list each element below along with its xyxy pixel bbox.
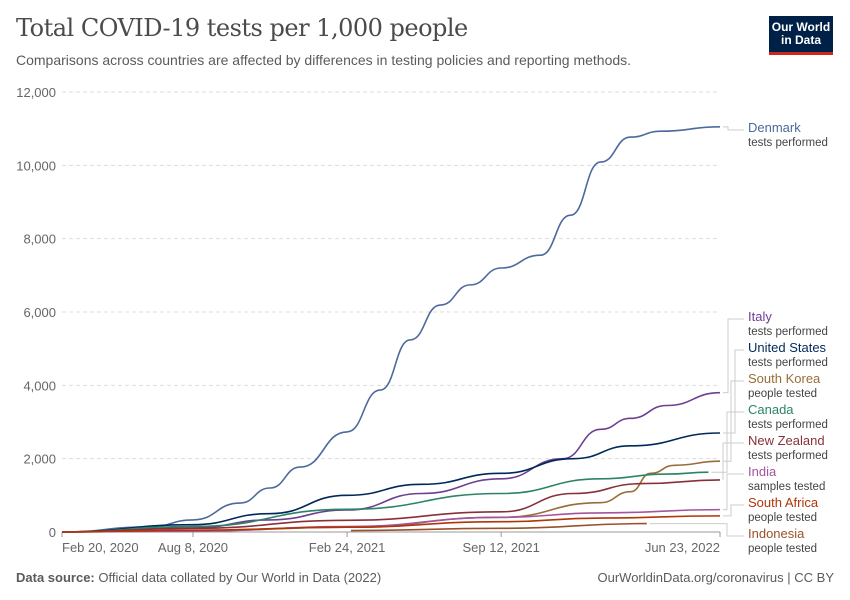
y-tick-label: 2,000 [23, 452, 56, 467]
series-line-south-africa [61, 515, 721, 533]
series-sublabel: people tested [748, 512, 817, 524]
series-sublabel: tests performed [748, 326, 828, 338]
label-connector [723, 504, 744, 517]
x-tick-label: Feb 20, 2020 [62, 540, 139, 555]
series-line-indonesia [350, 522, 647, 532]
series-label: Canada [748, 402, 794, 417]
label-connector [711, 411, 744, 473]
series-line-united-states [61, 432, 721, 533]
series-label: South Korea [748, 371, 821, 386]
y-tick-label: 8,000 [23, 232, 56, 247]
y-tick-label: 0 [49, 525, 56, 540]
series-sublabel: tests performed [748, 450, 828, 462]
series-line-south-korea [61, 460, 721, 533]
x-tick-label: Feb 24, 2021 [309, 540, 386, 555]
owid-logo[interactable]: Our World in Data [769, 16, 833, 55]
series-line-italy [61, 391, 721, 533]
label-connector [722, 442, 744, 480]
data-source: Data source: Official data collated by O… [16, 570, 381, 585]
y-tick-label: 4,000 [23, 378, 56, 393]
series-line-canada [61, 471, 709, 533]
x-tick-label: Aug 8, 2020 [158, 540, 228, 555]
series-label: United States [748, 340, 827, 355]
series-line-new-zealand [61, 479, 721, 533]
y-tick-label: 12,000 [16, 85, 56, 100]
chart-subtitle: Comparisons across countries are affecte… [16, 52, 632, 68]
label-connector [649, 523, 744, 537]
y-tick-label: 10,000 [16, 158, 56, 173]
series-label: New Zealand [748, 433, 825, 448]
series-label: Denmark [748, 120, 801, 135]
label-connector [723, 473, 744, 511]
series-label: Italy [748, 309, 772, 324]
series-sublabel: people tested [748, 388, 817, 400]
label-connector [723, 318, 744, 394]
series-label: India [748, 464, 777, 479]
x-tick-label: Jun 23, 2022 [645, 540, 720, 555]
label-connector [723, 349, 744, 434]
series-line-denmark [61, 126, 721, 533]
series-sublabel: people tested [748, 543, 817, 555]
chart-title: Total COVID-19 tests per 1,000 people [16, 14, 468, 42]
source-text: Official data collated by Our World in D… [98, 570, 382, 585]
series-label: Indonesia [748, 526, 805, 541]
source-label: Data source: [16, 570, 95, 585]
series-sublabel: tests performed [748, 357, 828, 369]
series-sublabel: samples tested [748, 481, 825, 493]
y-tick-label: 6,000 [23, 305, 56, 320]
label-connector [723, 126, 744, 131]
series-line-india [61, 508, 721, 533]
series-sublabel: tests performed [748, 137, 828, 149]
series-sublabel: tests performed [748, 419, 828, 431]
footer-link[interactable]: OurWorldinData.org/coronavirus | CC BY [597, 570, 834, 585]
x-tick-label: Sep 12, 2021 [463, 540, 540, 555]
series-label: South Africa [748, 495, 819, 510]
